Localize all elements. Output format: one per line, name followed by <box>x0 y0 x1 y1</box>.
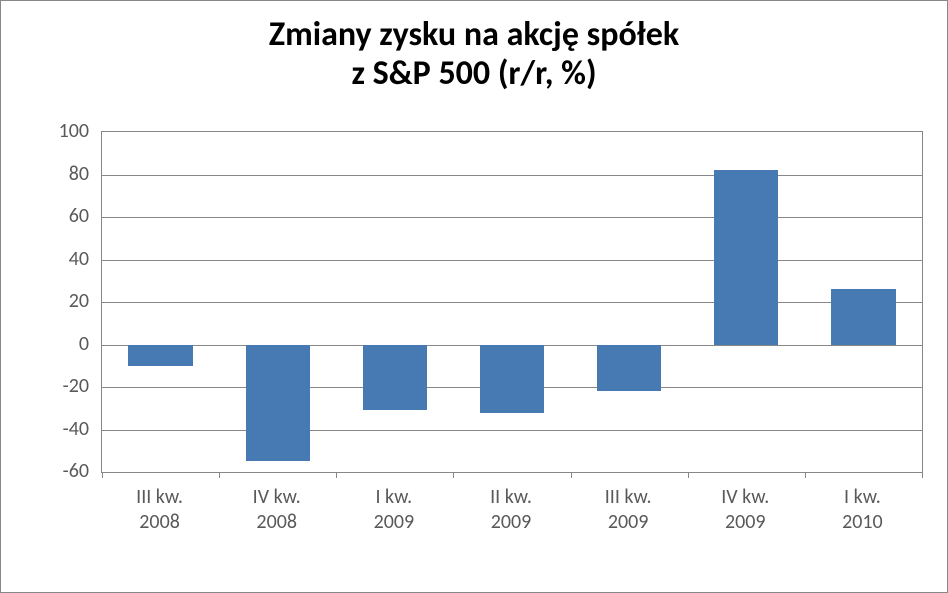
y-tick-label: 60 <box>1 204 89 228</box>
x-tick-label-line2: 2008 <box>218 510 335 535</box>
y-tick-label: 0 <box>1 332 89 356</box>
x-tick-label-line2: 2009 <box>570 510 687 535</box>
x-tick-label-line2: 2010 <box>804 510 921 535</box>
x-tick-label: II kw.2009 <box>452 485 569 535</box>
x-tick-label-line2: 2009 <box>687 510 804 535</box>
x-tick-label: IV kw.2008 <box>218 485 335 535</box>
x-tick-label: I kw.2010 <box>804 485 921 535</box>
y-tick-label: -40 <box>1 417 89 441</box>
bar <box>831 289 895 344</box>
bar <box>714 170 778 344</box>
x-tick-label-line2: 2009 <box>335 510 452 535</box>
bar <box>363 345 427 411</box>
bar <box>246 345 310 462</box>
y-tick-label: 80 <box>1 162 89 186</box>
x-tick-label-line1: I kw. <box>335 485 452 510</box>
chart-title: Zmiany zysku na akcję spółek z S&P 500 (… <box>1 1 947 93</box>
x-tick-label-line1: II kw. <box>452 485 569 510</box>
x-tick-mark <box>922 472 923 478</box>
y-tick-label: -60 <box>1 459 89 483</box>
x-tick-label: I kw.2009 <box>335 485 452 535</box>
chart-title-line2: z S&P 500 (r/r, %) <box>1 54 947 93</box>
x-tick-mark <box>453 472 454 478</box>
x-tick-label-line1: III kw. <box>570 485 687 510</box>
gridline <box>102 217 922 218</box>
bar <box>128 345 192 366</box>
bar <box>480 345 544 413</box>
x-tick-mark <box>688 472 689 478</box>
x-tick-mark <box>336 472 337 478</box>
gridline <box>102 302 922 303</box>
y-tick-label: 100 <box>1 119 89 143</box>
gridline <box>102 260 922 261</box>
y-tick-label: -20 <box>1 374 89 398</box>
x-tick-label-line1: IV kw. <box>218 485 335 510</box>
x-tick-mark <box>102 472 103 478</box>
x-tick-label-line1: IV kw. <box>687 485 804 510</box>
bar <box>597 345 661 392</box>
y-tick-label: 40 <box>1 247 89 271</box>
plot-area <box>101 131 923 473</box>
x-tick-label: IV kw.2009 <box>687 485 804 535</box>
x-tick-label-line1: III kw. <box>101 485 218 510</box>
y-tick-label: 20 <box>1 289 89 313</box>
gridline <box>102 175 922 176</box>
chart-title-line1: Zmiany zysku na akcję spółek <box>1 15 947 54</box>
x-tick-label-line2: 2009 <box>452 510 569 535</box>
x-tick-label-line1: I kw. <box>804 485 921 510</box>
x-tick-label: III kw.2009 <box>570 485 687 535</box>
gridline <box>102 430 922 431</box>
x-tick-mark <box>571 472 572 478</box>
x-tick-mark <box>805 472 806 478</box>
x-tick-label: III kw.2008 <box>101 485 218 535</box>
eps-change-chart: Zmiany zysku na akcję spółek z S&P 500 (… <box>0 0 948 593</box>
x-tick-mark <box>219 472 220 478</box>
x-tick-label-line2: 2008 <box>101 510 218 535</box>
